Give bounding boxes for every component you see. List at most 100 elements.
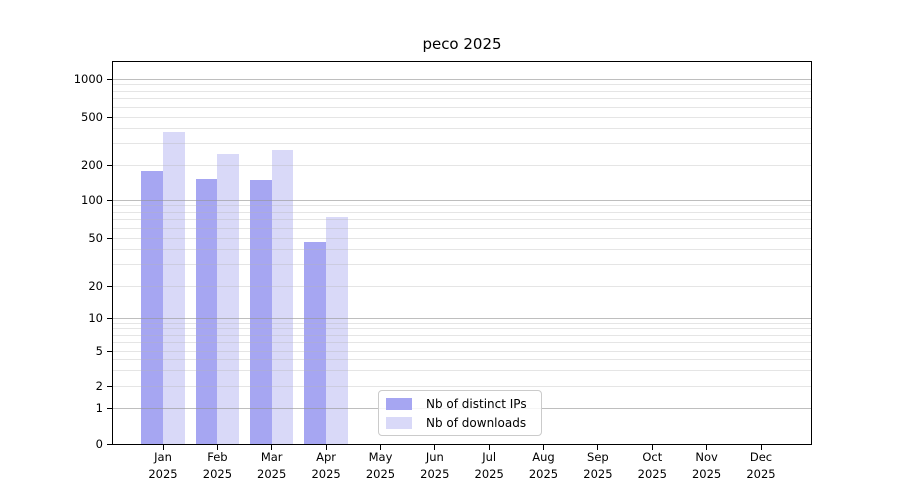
x-tick-label: Apr 2025 xyxy=(291,449,361,483)
x-tick-label-year: 2025 xyxy=(474,467,504,481)
gridline-minor xyxy=(113,334,811,336)
legend-swatch-distinct-ips xyxy=(386,397,412,410)
x-tick-label-year: 2025 xyxy=(746,467,776,481)
x-tick-label-year: 2025 xyxy=(583,467,613,481)
y-tick-label: 100 xyxy=(81,193,103,207)
gridline-minor xyxy=(113,328,811,330)
bar-distinct-ips xyxy=(304,242,327,444)
x-tick-label-month: Jun xyxy=(425,450,444,464)
gridline-major xyxy=(113,317,811,319)
gridline-minor xyxy=(113,237,811,239)
x-tick-label: Aug 2025 xyxy=(509,449,579,483)
y-tick-mark xyxy=(107,443,113,445)
x-tick-mark xyxy=(543,445,544,450)
bar-downloads xyxy=(326,217,348,444)
y-tick-label: 0 xyxy=(95,437,103,451)
x-tick-label-year: 2025 xyxy=(202,467,233,481)
x-tick-label-year: 2025 xyxy=(148,467,178,481)
legend-row: Nb of downloads xyxy=(386,416,541,430)
x-tick-label-month: Mar xyxy=(260,450,283,464)
gridline-minor xyxy=(113,98,811,100)
gridline-minor xyxy=(113,264,811,266)
x-tick-label-year: 2025 xyxy=(257,467,287,481)
gridline-minor xyxy=(113,128,811,130)
gridline-minor xyxy=(113,285,811,287)
x-tick-label: Jul 2025 xyxy=(454,449,524,483)
bar-downloads xyxy=(163,132,185,444)
gridline-minor xyxy=(113,116,811,118)
x-tick-label-month: Apr xyxy=(316,450,337,464)
gridline-minor xyxy=(113,143,811,145)
x-tick-label-month: Jul xyxy=(482,450,497,464)
x-tick-mark xyxy=(162,445,164,450)
x-tick-label-month: May xyxy=(368,450,393,464)
x-tick-label: Nov 2025 xyxy=(672,449,742,483)
x-tick-mark xyxy=(216,445,218,450)
gridline-minor xyxy=(113,359,811,360)
x-tick-label: Feb 2025 xyxy=(182,449,252,483)
y-tick-mark xyxy=(107,237,113,239)
legend-row: Nb of distinct IPs xyxy=(386,397,541,411)
y-tick-label: 2 xyxy=(95,379,103,393)
gridline-minor xyxy=(113,219,811,221)
gridline-minor xyxy=(113,370,811,371)
x-tick-label-month: Sep xyxy=(587,450,609,464)
x-tick-label: May 2025 xyxy=(346,449,416,483)
y-tick-label: 200 xyxy=(81,158,103,172)
gridline-minor xyxy=(113,385,811,387)
bar-distinct-ips xyxy=(141,170,163,444)
x-tick-mark xyxy=(434,445,436,450)
bar-distinct-ips xyxy=(250,180,272,444)
x-tick-label-month: Dec xyxy=(749,450,773,464)
y-tick-label: 5 xyxy=(95,344,103,358)
y-tick-label: 50 xyxy=(88,231,103,245)
x-tick-label: Jun 2025 xyxy=(400,449,470,483)
x-tick-mark xyxy=(325,445,327,450)
chart-title: peco 2025 xyxy=(422,35,502,53)
legend-label: Nb of distinct IPs xyxy=(426,396,527,411)
gridlines-layer xyxy=(113,62,811,444)
x-tick-mark xyxy=(706,445,708,450)
x-tick-label-year: 2025 xyxy=(528,467,559,481)
y-tick-label: 20 xyxy=(88,279,103,293)
gridline-major xyxy=(113,199,811,201)
gridline-minor xyxy=(113,211,811,213)
x-tick-label-month: Aug xyxy=(532,450,555,464)
gridline-major xyxy=(113,78,811,80)
x-tick-mark xyxy=(651,445,653,450)
x-tick-label-year: 2025 xyxy=(420,467,450,481)
bar-downloads xyxy=(271,150,294,444)
x-tick-mark xyxy=(760,445,762,450)
y-tick-mark xyxy=(107,317,113,319)
gridline-minor xyxy=(113,227,811,229)
gridline-minor xyxy=(113,106,811,108)
plot-area xyxy=(113,62,811,444)
y-tick-mark xyxy=(107,407,113,409)
bars-layer xyxy=(113,62,811,444)
y-tick-label: 1 xyxy=(95,401,103,415)
x-tick-mark xyxy=(380,445,381,450)
x-tick-label: Sep 2025 xyxy=(563,449,633,483)
x-tick-label-year: 2025 xyxy=(691,467,722,481)
x-tick-label-month: Jan xyxy=(154,450,172,464)
gridline-minor xyxy=(113,84,811,86)
legend-label: Nb of downloads xyxy=(426,415,527,430)
y-tick-mark xyxy=(107,199,113,201)
y-tick-label: 1000 xyxy=(73,72,103,86)
bar-downloads xyxy=(217,154,240,444)
bar-distinct-ips xyxy=(195,179,218,444)
x-tick-label-month: Feb xyxy=(207,450,228,464)
x-tick-mark xyxy=(597,445,599,450)
x-tick-label-year: 2025 xyxy=(637,467,667,481)
gridline-minor xyxy=(113,350,811,352)
y-tick-mark xyxy=(107,285,113,287)
gridline-minor xyxy=(113,249,811,251)
legend: Nb of distinct IPs Nb of downloads xyxy=(378,390,542,436)
y-tick-mark xyxy=(107,78,113,80)
gridline-minor xyxy=(113,90,811,92)
x-tick-label: Mar 2025 xyxy=(237,449,307,483)
x-tick-mark xyxy=(271,445,273,450)
y-tick-mark xyxy=(107,164,113,166)
x-tick-label-month: Nov xyxy=(695,450,718,464)
